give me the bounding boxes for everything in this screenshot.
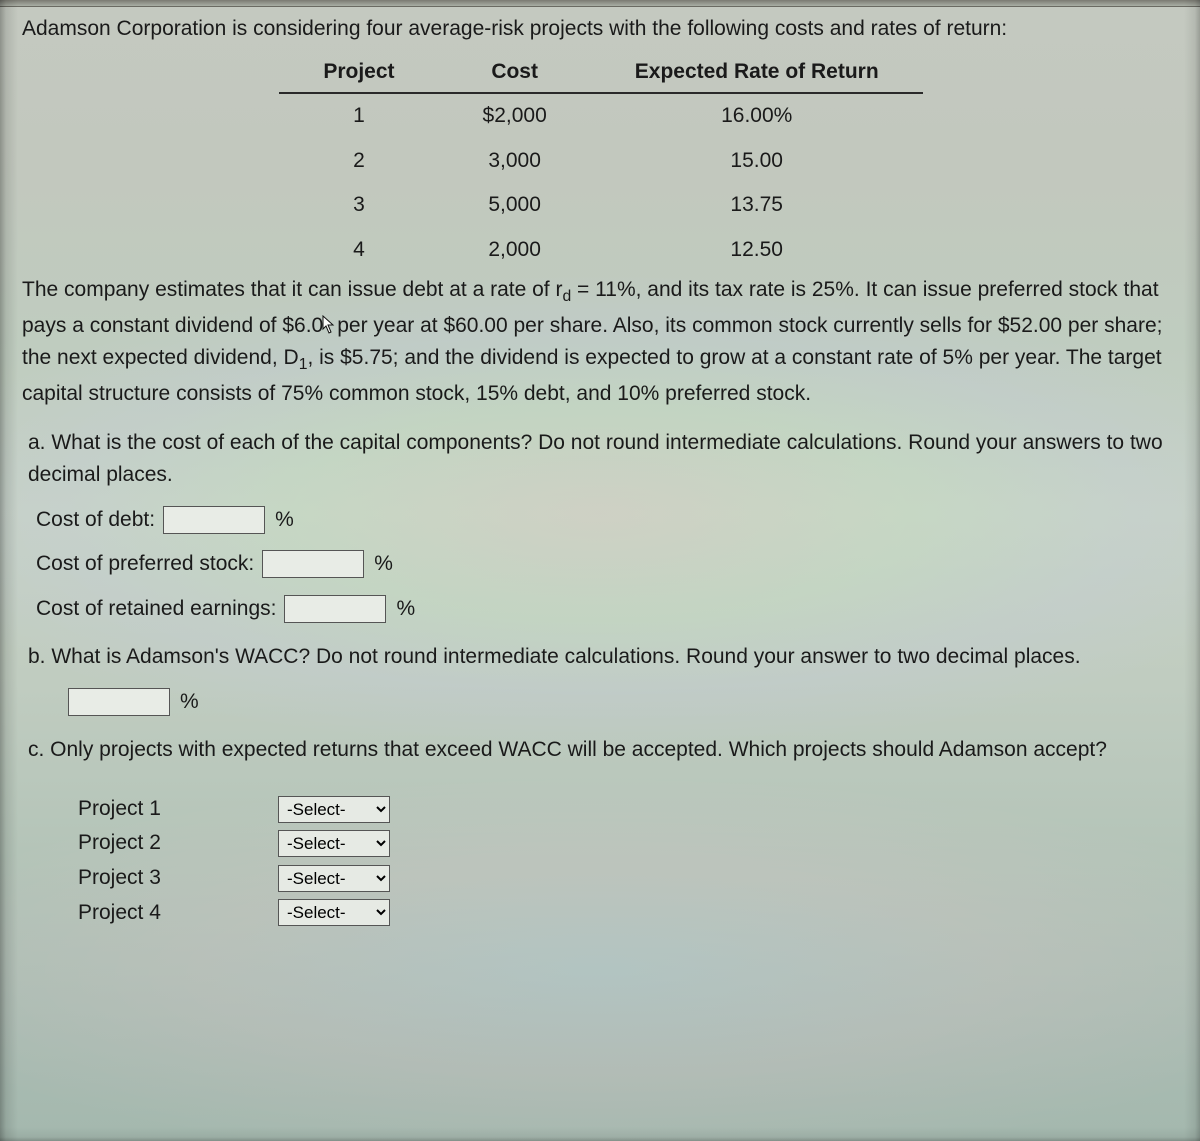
- projects-table: Project Cost Expected Rate of Return 1 $…: [279, 52, 922, 273]
- wacc-row: %: [36, 686, 1180, 719]
- cell: 2: [279, 139, 438, 184]
- project-3-label: Project 3: [78, 862, 188, 895]
- cost-of-debt-label: Cost of debt:: [36, 504, 155, 537]
- table-row: 3 5,000 13.75: [279, 183, 922, 228]
- qc-prompt: c. Only projects with expected returns t…: [28, 734, 1180, 767]
- cell: 4: [279, 228, 438, 273]
- top-border: [0, 0, 1200, 7]
- project-1-row: Project 1 -Select-: [78, 793, 1180, 826]
- cost-of-preferred-input[interactable]: [262, 550, 364, 578]
- question-page: Adamson Corporation is considering four …: [0, 7, 1200, 971]
- para-seg: The company estimates that it can issue …: [22, 278, 562, 301]
- unit-percent: %: [180, 686, 199, 719]
- table-row: 1 $2,000 16.00%: [279, 93, 922, 139]
- table-row: 2 3,000 15.00: [279, 139, 922, 184]
- project-3-row: Project 3 -Select-: [78, 862, 1180, 895]
- cell: 16.00%: [591, 93, 923, 139]
- cost-of-retained-input[interactable]: [284, 595, 386, 623]
- cursor-icon: [321, 315, 337, 335]
- wacc-input[interactable]: [68, 688, 170, 716]
- cell: $2,000: [439, 93, 591, 139]
- cell: 2,000: [439, 228, 591, 273]
- qb-prompt: b. What is Adamson's WACC? Do not round …: [28, 641, 1180, 674]
- qa-prompt: a. What is the cost of each of the capit…: [28, 427, 1180, 492]
- cell: 1: [279, 93, 438, 139]
- cell: 3,000: [439, 139, 591, 184]
- cost-of-debt-input[interactable]: [163, 506, 265, 534]
- project-2-label: Project 2: [78, 827, 188, 860]
- table-row: 4 2,000 12.50: [279, 228, 922, 273]
- col-cost: Cost: [439, 52, 591, 94]
- cell: 3: [279, 183, 438, 228]
- question-a: a. What is the cost of each of the capit…: [22, 427, 1180, 626]
- intro-text: Adamson Corporation is considering four …: [22, 13, 1180, 46]
- cost-of-preferred-label: Cost of preferred stock:: [36, 548, 254, 581]
- cost-of-retained-row: Cost of retained earnings: %: [36, 593, 1180, 626]
- project-4-select[interactable]: -Select-: [278, 899, 390, 926]
- project-2-row: Project 2 -Select-: [78, 827, 1180, 860]
- cost-of-preferred-row: Cost of preferred stock: %: [36, 548, 1180, 581]
- question-c: c. Only projects with expected returns t…: [22, 734, 1180, 929]
- col-project: Project: [279, 52, 438, 94]
- project-3-select[interactable]: -Select-: [278, 865, 390, 892]
- question-b: b. What is Adamson's WACC? Do not round …: [22, 641, 1180, 718]
- unit-percent: %: [275, 504, 294, 537]
- unit-percent: %: [396, 593, 415, 626]
- project-4-label: Project 4: [78, 897, 188, 930]
- cell: 12.50: [591, 228, 923, 273]
- subscript-d: d: [562, 288, 571, 305]
- cost-of-retained-label: Cost of retained earnings:: [36, 593, 276, 626]
- cost-of-debt-row: Cost of debt: %: [36, 504, 1180, 537]
- project-1-select[interactable]: -Select-: [278, 796, 390, 823]
- unit-percent: %: [374, 548, 393, 581]
- cell: 13.75: [591, 183, 923, 228]
- scenario-paragraph: The company estimates that it can issue …: [22, 274, 1180, 410]
- col-err: Expected Rate of Return: [591, 52, 923, 94]
- project-4-row: Project 4 -Select-: [78, 897, 1180, 930]
- cell: 15.00: [591, 139, 923, 184]
- project-2-select[interactable]: -Select-: [278, 830, 390, 857]
- project-1-label: Project 1: [78, 793, 188, 826]
- cell: 5,000: [439, 183, 591, 228]
